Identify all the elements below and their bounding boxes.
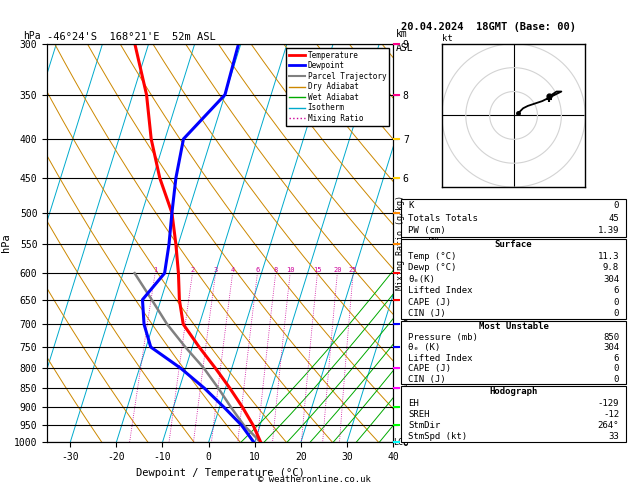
Text: Most Unstable: Most Unstable bbox=[479, 322, 548, 331]
Legend: Temperature, Dewpoint, Parcel Trajectory, Dry Adiabat, Wet Adiabat, Isotherm, Mi: Temperature, Dewpoint, Parcel Trajectory… bbox=[286, 48, 389, 126]
Text: 850: 850 bbox=[603, 332, 619, 342]
Text: Temp (°C): Temp (°C) bbox=[408, 252, 457, 261]
Text: 1: 1 bbox=[153, 267, 157, 273]
Y-axis label: km
ASL: km ASL bbox=[425, 232, 443, 254]
Text: CAPE (J): CAPE (J) bbox=[408, 297, 451, 307]
Text: 264°: 264° bbox=[598, 421, 619, 430]
Text: ASL: ASL bbox=[396, 43, 414, 53]
Text: CAPE (J): CAPE (J) bbox=[408, 364, 451, 373]
Text: 4: 4 bbox=[230, 267, 235, 273]
Text: 33: 33 bbox=[608, 432, 619, 441]
Text: 3: 3 bbox=[213, 267, 218, 273]
Text: 304: 304 bbox=[603, 343, 619, 352]
Text: 6: 6 bbox=[614, 354, 619, 363]
Text: Mixing Ratio (g/kg): Mixing Ratio (g/kg) bbox=[396, 195, 405, 291]
Text: hPa: hPa bbox=[23, 31, 41, 41]
Text: 2: 2 bbox=[191, 267, 194, 273]
Text: SREH: SREH bbox=[408, 410, 430, 419]
Text: LCL: LCL bbox=[393, 438, 408, 447]
Text: θₑ(K): θₑ(K) bbox=[408, 275, 435, 284]
Text: 20.04.2024  18GMT (Base: 00): 20.04.2024 18GMT (Base: 00) bbox=[401, 22, 576, 32]
Text: Surface: Surface bbox=[495, 241, 532, 249]
Text: 0: 0 bbox=[614, 364, 619, 373]
Text: -12: -12 bbox=[603, 410, 619, 419]
Y-axis label: hPa: hPa bbox=[1, 234, 11, 252]
Text: kt: kt bbox=[442, 34, 453, 43]
Text: EH: EH bbox=[408, 399, 419, 408]
Text: CIN (J): CIN (J) bbox=[408, 309, 446, 318]
Text: Totals Totals: Totals Totals bbox=[408, 214, 478, 223]
Text: 6: 6 bbox=[614, 286, 619, 295]
Text: 0: 0 bbox=[614, 297, 619, 307]
Text: Hodograph: Hodograph bbox=[489, 387, 538, 397]
Text: PW (cm): PW (cm) bbox=[408, 226, 446, 235]
Text: km: km bbox=[396, 29, 408, 39]
Text: K: K bbox=[408, 201, 413, 210]
Text: Dewp (°C): Dewp (°C) bbox=[408, 263, 457, 272]
Text: -46°24'S  168°21'E  52m ASL: -46°24'S 168°21'E 52m ASL bbox=[47, 32, 216, 42]
X-axis label: Dewpoint / Temperature (°C): Dewpoint / Temperature (°C) bbox=[136, 468, 304, 478]
Text: 10: 10 bbox=[286, 267, 294, 273]
Text: 15: 15 bbox=[313, 267, 321, 273]
Text: 0: 0 bbox=[614, 201, 619, 210]
Text: © weatheronline.co.uk: © weatheronline.co.uk bbox=[258, 474, 371, 484]
Text: 9.8: 9.8 bbox=[603, 263, 619, 272]
Text: StmDir: StmDir bbox=[408, 421, 440, 430]
Text: 20: 20 bbox=[333, 267, 342, 273]
Text: 8: 8 bbox=[274, 267, 278, 273]
Text: 45: 45 bbox=[608, 214, 619, 223]
Text: θₑ (K): θₑ (K) bbox=[408, 343, 440, 352]
Text: 0: 0 bbox=[614, 309, 619, 318]
Text: 0: 0 bbox=[614, 375, 619, 383]
Text: 304: 304 bbox=[603, 275, 619, 284]
Text: 1.39: 1.39 bbox=[598, 226, 619, 235]
Text: 11.3: 11.3 bbox=[598, 252, 619, 261]
Text: Lifted Index: Lifted Index bbox=[408, 354, 472, 363]
Text: -129: -129 bbox=[598, 399, 619, 408]
Text: 25: 25 bbox=[349, 267, 357, 273]
Text: StmSpd (kt): StmSpd (kt) bbox=[408, 432, 467, 441]
Text: 6: 6 bbox=[255, 267, 260, 273]
Text: Lifted Index: Lifted Index bbox=[408, 286, 472, 295]
Text: Pressure (mb): Pressure (mb) bbox=[408, 332, 478, 342]
Text: CIN (J): CIN (J) bbox=[408, 375, 446, 383]
